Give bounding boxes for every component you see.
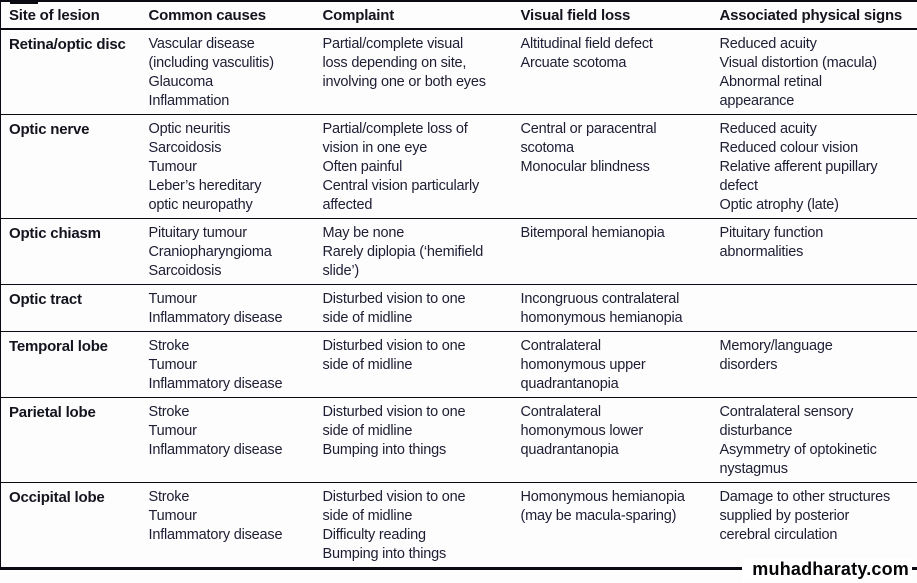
cell-field-loss: Homonymous hemianopia (may be macula-spa… (520, 489, 685, 524)
cell-causes: Stroke Tumour Inflammatory disease (148, 397, 323, 483)
cell-signs: Damage to other structures supplied by p… (719, 489, 891, 543)
cell-causes: Stroke Tumour Inflammatory disease (148, 331, 323, 398)
table-row: Retina/optic disc Vascular disease (incl… (0, 29, 917, 115)
cell-site: Optic nerve (0, 114, 149, 219)
cell-field-loss: Incongruous contralateral homonymous hem… (520, 284, 720, 332)
cell-causes: Pituitary tumour Craniopharyngioma Sarco… (148, 218, 323, 285)
cell-causes: Tumour Inflammatory disease (148, 284, 323, 332)
watermark-text: muhadharaty.com (742, 558, 912, 581)
cell-site: Temporal lobe (0, 331, 149, 398)
cell-site: Optic tract (0, 284, 149, 332)
cell-site: Occipital lobe (9, 489, 105, 506)
crop-artifact-mark (10, 0, 38, 4)
cell-causes: Stroke Tumour Inflammatory disease (148, 489, 283, 543)
cell-causes: Optic neuritis Sarcoidosis Tumour Leber’… (148, 114, 323, 219)
table-row: Optic nerve Optic neuritis Sarcoidosis T… (0, 114, 917, 219)
column-header-complaint: Complaint (322, 1, 521, 30)
cell-signs: Contralateral sensory disturbance Asymme… (719, 397, 917, 483)
table-row: Optic chiasm Pituitary tumour Craniophar… (0, 218, 917, 285)
cell-field-loss: Contralateral homonymous upper quadranta… (520, 331, 720, 398)
table-row: Temporal lobe Stroke Tumour Inflammatory… (0, 331, 917, 398)
cell-field-loss: Altitudinal field defect Arcuate scotoma (520, 29, 720, 115)
cell-complaint: Partial/complete visual loss depending o… (322, 29, 521, 115)
cell-complaint: Disturbed vision to one side of midline (322, 284, 521, 332)
column-header-site: Site of lesion (0, 1, 149, 30)
cell-causes: Vascular disease (including vasculitis) … (148, 29, 323, 115)
table-row: Parietal lobe Stroke Tumour Inflammatory… (0, 397, 917, 483)
cell-complaint: Disturbed vision to one side of midline (322, 331, 521, 398)
cell-signs (719, 284, 917, 332)
cell-complaint: May be none Rarely diplopia (‘hemifield … (322, 218, 521, 285)
cell-complaint: Disturbed vision to one side of midline … (322, 489, 466, 562)
table-row: Optic tract Tumour Inflammatory disease … (0, 284, 917, 332)
column-header-causes: Common causes (148, 1, 323, 30)
cell-site: Retina/optic disc (0, 29, 149, 115)
column-header-signs: Associated physical signs (719, 1, 917, 30)
cell-complaint: Partial/complete loss of vision in one e… (322, 114, 521, 219)
cell-field-loss: Central or paracentral scotoma Monocular… (520, 114, 720, 219)
lesion-table: Site of lesion Common causes Complaint V… (0, 0, 917, 570)
cell-signs: Reduced acuity Reduced colour vision Rel… (719, 114, 917, 219)
header-row: Site of lesion Common causes Complaint V… (0, 1, 917, 30)
cell-site: Optic chiasm (0, 218, 149, 285)
cell-complaint: Disturbed vision to one side of midline … (322, 397, 521, 483)
cell-signs: Memory/language disorders (719, 331, 917, 398)
cell-site: Parietal lobe (0, 397, 149, 483)
cell-field-loss: Bitemporal hemianopia (520, 218, 720, 285)
cell-signs: Pituitary function abnormalities (719, 218, 917, 285)
table-row: Occipital lobe Stroke Tumour Inflammator… (1, 483, 917, 569)
column-header-field-loss: Visual field loss (520, 1, 720, 30)
cell-signs: Reduced acuity Visual distortion (macula… (719, 29, 917, 115)
cell-field-loss: Contralateral homonymous lower quadranta… (520, 397, 720, 483)
